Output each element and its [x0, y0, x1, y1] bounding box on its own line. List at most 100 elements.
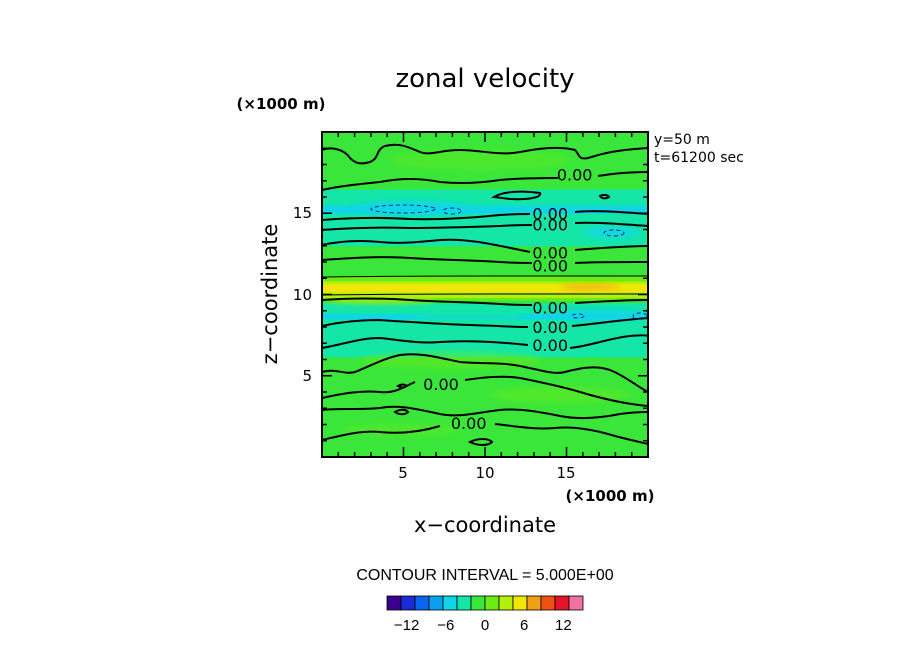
- colorbar-swatch: [386, 595, 402, 611]
- x-axis-unit: (×1000 m): [566, 487, 655, 505]
- heatmap-band: [322, 197, 648, 201]
- heatmap-band: [322, 294, 648, 298]
- contour-line: [464, 375, 648, 407]
- heatmap-band: [322, 435, 648, 439]
- info-y-position: y=50 m: [654, 132, 710, 148]
- heatmap-band: [322, 332, 648, 336]
- contour-line: [322, 177, 559, 191]
- heatmap-band: [322, 199, 648, 204]
- heatmap-band: [322, 251, 648, 255]
- orange-patch: [560, 284, 620, 290]
- contour-line: [322, 353, 648, 393]
- contour-interval: CONTOUR INTERVAL = 5.000E+00: [356, 567, 613, 584]
- x-tick-label: 10: [475, 464, 494, 482]
- heatmap-band: [322, 329, 648, 334]
- heatmap-band: [322, 416, 648, 420]
- contour-label: 0.00: [532, 299, 568, 318]
- colorbar-swatch: [498, 595, 514, 611]
- colorbar-tick-label: 0: [481, 617, 489, 634]
- contour-label: 0.00: [451, 414, 487, 433]
- heatmap-band: [322, 248, 648, 252]
- negative-contour: [571, 313, 585, 319]
- heatmap-band: [322, 218, 648, 222]
- heatmap-band: [322, 272, 648, 277]
- heatmap-band: [322, 145, 648, 149]
- heatmap-band: [322, 202, 648, 206]
- contour-line: [322, 143, 648, 165]
- contour-labels: 0.000.000.000.000.000.000.000.000.000.00: [423, 165, 592, 433]
- negative-contour: [370, 204, 436, 214]
- contour-label: 0.00: [557, 165, 593, 184]
- contour-line: [494, 423, 648, 445]
- colorbar-swatch: [554, 595, 570, 611]
- heatmap-band: [322, 264, 648, 269]
- contour-label: 0.00: [532, 204, 568, 223]
- contour-line: [322, 336, 529, 349]
- heatmap-band: [322, 278, 648, 282]
- cyan-patch: [584, 226, 640, 238]
- heatmap-band: [322, 440, 648, 445]
- heatmap-band: [322, 194, 648, 198]
- heatmap-area: 0.000.000.000.000.000.000.000.000.000.00: [322, 132, 648, 457]
- heatmap-band: [322, 405, 648, 409]
- heatmap-band: [322, 397, 648, 401]
- info-time: t=61200 sec: [654, 150, 744, 166]
- heatmap-band: [322, 207, 648, 212]
- heatmap-band: [322, 302, 648, 306]
- heatmap-band: [322, 392, 648, 396]
- contour-label: 0.00: [532, 243, 568, 262]
- colorbar-tick-label: −6: [437, 617, 454, 634]
- heatmap-band: [322, 256, 648, 260]
- contour-line: [322, 425, 441, 441]
- contour-label: 0.00: [532, 318, 568, 337]
- heatmap-band: [322, 389, 648, 393]
- heatmap-band: [322, 240, 648, 244]
- heatmap-band: [322, 178, 648, 182]
- contour-line: [322, 405, 648, 420]
- contour-line: [322, 224, 533, 231]
- contour-line: [467, 438, 494, 446]
- heatmap-band: [322, 191, 648, 195]
- heatmap-band: [322, 175, 648, 179]
- heatmap-band: [322, 343, 648, 347]
- colorbar-labels: −12 −6 0 6 12: [394, 617, 572, 634]
- y-axis-unit: (×1000 m): [237, 95, 326, 113]
- colorbar-swatch: [442, 595, 458, 611]
- green-light-patch: [390, 150, 570, 170]
- y-tick-labels: 5 10 15: [293, 204, 312, 385]
- colorbar-swatch: [568, 595, 584, 611]
- contour-line: [322, 297, 533, 306]
- contour-label: 0.00: [532, 336, 568, 355]
- heatmap-band: [322, 226, 648, 231]
- negative-contour: [442, 207, 462, 215]
- colorbar-swatch: [470, 595, 486, 611]
- heatmap-band: [322, 270, 648, 274]
- y-tick-label: 15: [293, 204, 312, 222]
- x-tick-label: 5: [398, 464, 408, 482]
- x-tick-labels: 5 10 15: [398, 464, 575, 482]
- heatmap-band: [322, 378, 648, 382]
- contour-line: [322, 256, 533, 264]
- heatmap-band: [322, 286, 648, 290]
- contour-label: 0.00: [532, 256, 568, 275]
- heatmap-band: [322, 297, 648, 301]
- heatmap-band: [322, 373, 648, 377]
- contour-line: [598, 193, 611, 200]
- colorbar-swatch: [456, 595, 472, 611]
- heatmap-band: [322, 221, 648, 225]
- heatmap-band: [322, 386, 648, 390]
- negative-contour: [603, 229, 625, 237]
- axis-ticks: [322, 132, 648, 457]
- heatmap-band: [322, 402, 648, 407]
- contour-line: [491, 190, 542, 201]
- y-tick-label: 10: [293, 286, 312, 304]
- contour-line: [322, 318, 529, 328]
- colorbar-swatch: [540, 595, 556, 611]
- heatmap-band: [322, 367, 648, 371]
- heatmap-band: [322, 429, 648, 434]
- green-light-patch: [490, 387, 630, 403]
- contour-line: [574, 299, 648, 304]
- colorbar-tick-label: −12: [394, 617, 419, 634]
- contour-line: [322, 238, 531, 253]
